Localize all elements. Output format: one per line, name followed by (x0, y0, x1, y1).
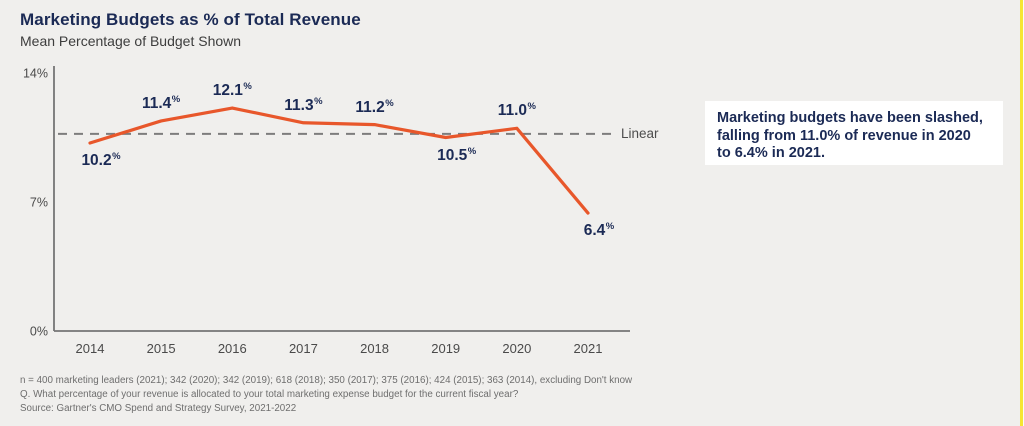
x-tick-label: 2015 (147, 341, 176, 356)
data-point-label: 11.3% (284, 95, 323, 114)
callout-text-line: Marketing budgets have been slashed, (717, 110, 983, 126)
x-tick-label: 2016 (218, 341, 247, 356)
footnote-line: n = 400 marketing leaders (2021); 342 (2… (20, 375, 633, 386)
x-tick-label: 2018 (360, 341, 389, 356)
footnote-line: Source: Gartner's CMO Spend and Strategy… (20, 403, 297, 414)
data-point-label: 10.5% (437, 145, 477, 164)
x-tick-label: 2017 (289, 341, 318, 356)
y-tick-label: 7% (30, 196, 48, 210)
x-tick-label: 2021 (574, 341, 603, 356)
data-point-label: 6.4% (583, 221, 615, 240)
chart-subtitle: Mean Percentage of Budget Shown (20, 33, 242, 49)
footnote-line: Q. What percentage of your revenue is al… (20, 389, 519, 400)
x-tick-label: 2020 (502, 341, 531, 356)
x-tick-label: 2014 (76, 341, 105, 356)
data-point-label: 11.0% (497, 101, 536, 120)
callout-text-line: to 6.4% in 2021. (717, 145, 825, 161)
y-tick-label: 0% (30, 325, 48, 339)
callout-text-line: falling from 11.0% of revenue in 2020 (717, 127, 971, 144)
series-line (88, 106, 590, 215)
footnotes: n = 400 marketing leaders (2021); 342 (2… (20, 374, 632, 416)
x-tick-label: 2019 (431, 341, 460, 356)
data-point-label: 11.2% (355, 97, 394, 116)
chart-title: Marketing Budgets as % of Total Revenue (20, 10, 361, 29)
data-point-label: 10.2% (81, 151, 121, 170)
y-tick-label: 14% (23, 67, 48, 81)
trendline-label: Linear (621, 126, 659, 141)
accent-stripe (1020, 0, 1023, 426)
data-point-label: 11.4% (141, 93, 181, 112)
callout-box: Marketing budgets have been slashed, fal… (705, 101, 1003, 165)
data-point-label: 12.1% (212, 81, 252, 99)
